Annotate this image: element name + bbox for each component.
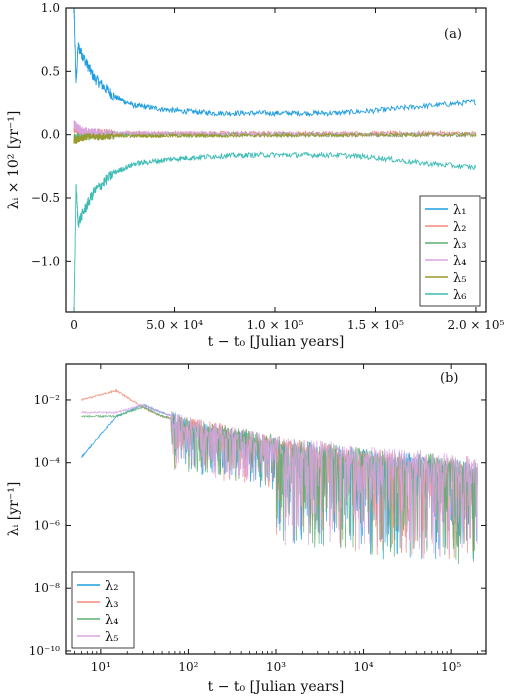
legend-label-a: λ₄: [453, 254, 466, 269]
axis-ticks-a: 0 5.0 × 10⁴ 1.0 × 10⁵ 1.5 × 10⁵ 2.0 × 10⁵ −1.…: [31, 1, 505, 332]
legend-label-a: λ₃: [453, 237, 466, 252]
series-group-b: [81, 388, 478, 565]
y-tick-label-a: −0.5: [31, 191, 60, 205]
y-tick-label-a: 0.0: [41, 128, 60, 142]
panel-label-a: (a): [444, 27, 462, 42]
x-tick-label-b: 10⁵: [441, 660, 461, 674]
series-line-a-4: [73, 120, 477, 139]
y-tick-label-b: 10⁻⁸: [34, 581, 61, 595]
y-tick-label-b: 10⁻²: [34, 393, 61, 407]
y-tick-label-b: 10⁻⁴: [34, 456, 61, 470]
legend-label-a: λ₁: [453, 203, 466, 218]
y-tick-label-a: 0.5: [41, 64, 60, 78]
x-tick-label-b: 10²: [178, 660, 198, 674]
panel-label-b: (b): [440, 371, 458, 386]
y-tick-label-a: −1.0: [31, 254, 60, 268]
legend-label-b: λ₄: [105, 613, 118, 628]
legend-box-a: [419, 195, 481, 307]
legend-label-b: λ₂: [105, 579, 118, 594]
x-axis-label-a: t − t₀ [Julian years]: [208, 334, 345, 350]
legend-label-a: λ₂: [453, 220, 466, 235]
axis-ticks-b: 10¹ 10² 10³ 10⁴ 10⁵ 10⁻¹⁰ 10⁻⁸ 10⁻⁶ 10⁻⁴ 10⁻²: [29, 364, 486, 674]
legend-a: λ₁ λ₂ λ₃ λ₄ λ₅ λ₆: [419, 195, 481, 307]
x-tick-label-a: 1.5 × 10⁵: [347, 318, 404, 332]
series-line-a-6: [73, 150, 477, 312]
legend-label-a: λ₆: [453, 288, 466, 303]
series-line-a-1: [73, 8, 476, 118]
series-line-b-4: [81, 403, 478, 559]
chart-panel-b: 10¹ 10² 10³ 10⁴ 10⁵ 10⁻¹⁰ 10⁻⁸ 10⁻⁶ 10⁻⁴ 10⁻² (b)…: [6, 363, 487, 695]
plot-frame-b: [65, 363, 487, 655]
y-axis-label-a: λᵢ × 10² [yr⁻¹]: [6, 111, 22, 210]
legend-b: λ₂ λ₃ λ₄ λ₅: [71, 571, 135, 649]
x-axis-label-b: t − t₀ [Julian years]: [208, 679, 345, 695]
x-tick-label-b: 10⁴: [354, 660, 374, 674]
x-tick-label-b: 10¹: [91, 660, 111, 674]
x-tick-label-a: 1.0 × 10⁵: [247, 318, 304, 332]
x-tick-label-a: 2.0 × 10⁵: [448, 318, 505, 332]
series-line-a-5: [73, 131, 477, 145]
legend-label-b: λ₅: [105, 630, 118, 645]
plot-frame-a: [65, 7, 487, 313]
legend-label-a: λ₅: [453, 271, 466, 286]
x-tick-label-a: 5.0 × 10⁴: [146, 318, 203, 332]
x-tick-label-b: 10³: [266, 660, 286, 674]
y-axis-label-b: λᵢ [yr⁻¹]: [6, 482, 22, 537]
y-tick-label-b: 10⁻¹⁰: [29, 644, 60, 658]
legend-label-b: λ₃: [105, 596, 118, 611]
y-tick-label-a: 1.0: [41, 1, 60, 15]
x-tick-label-a: 0: [70, 318, 78, 332]
y-tick-label-b: 10⁻⁶: [34, 518, 61, 532]
chart-panel-a: 0 5.0 × 10⁴ 1.0 × 10⁵ 1.5 × 10⁵ 2.0 × 10⁵ −1.…: [6, 1, 505, 350]
series-group-a: [73, 8, 477, 312]
